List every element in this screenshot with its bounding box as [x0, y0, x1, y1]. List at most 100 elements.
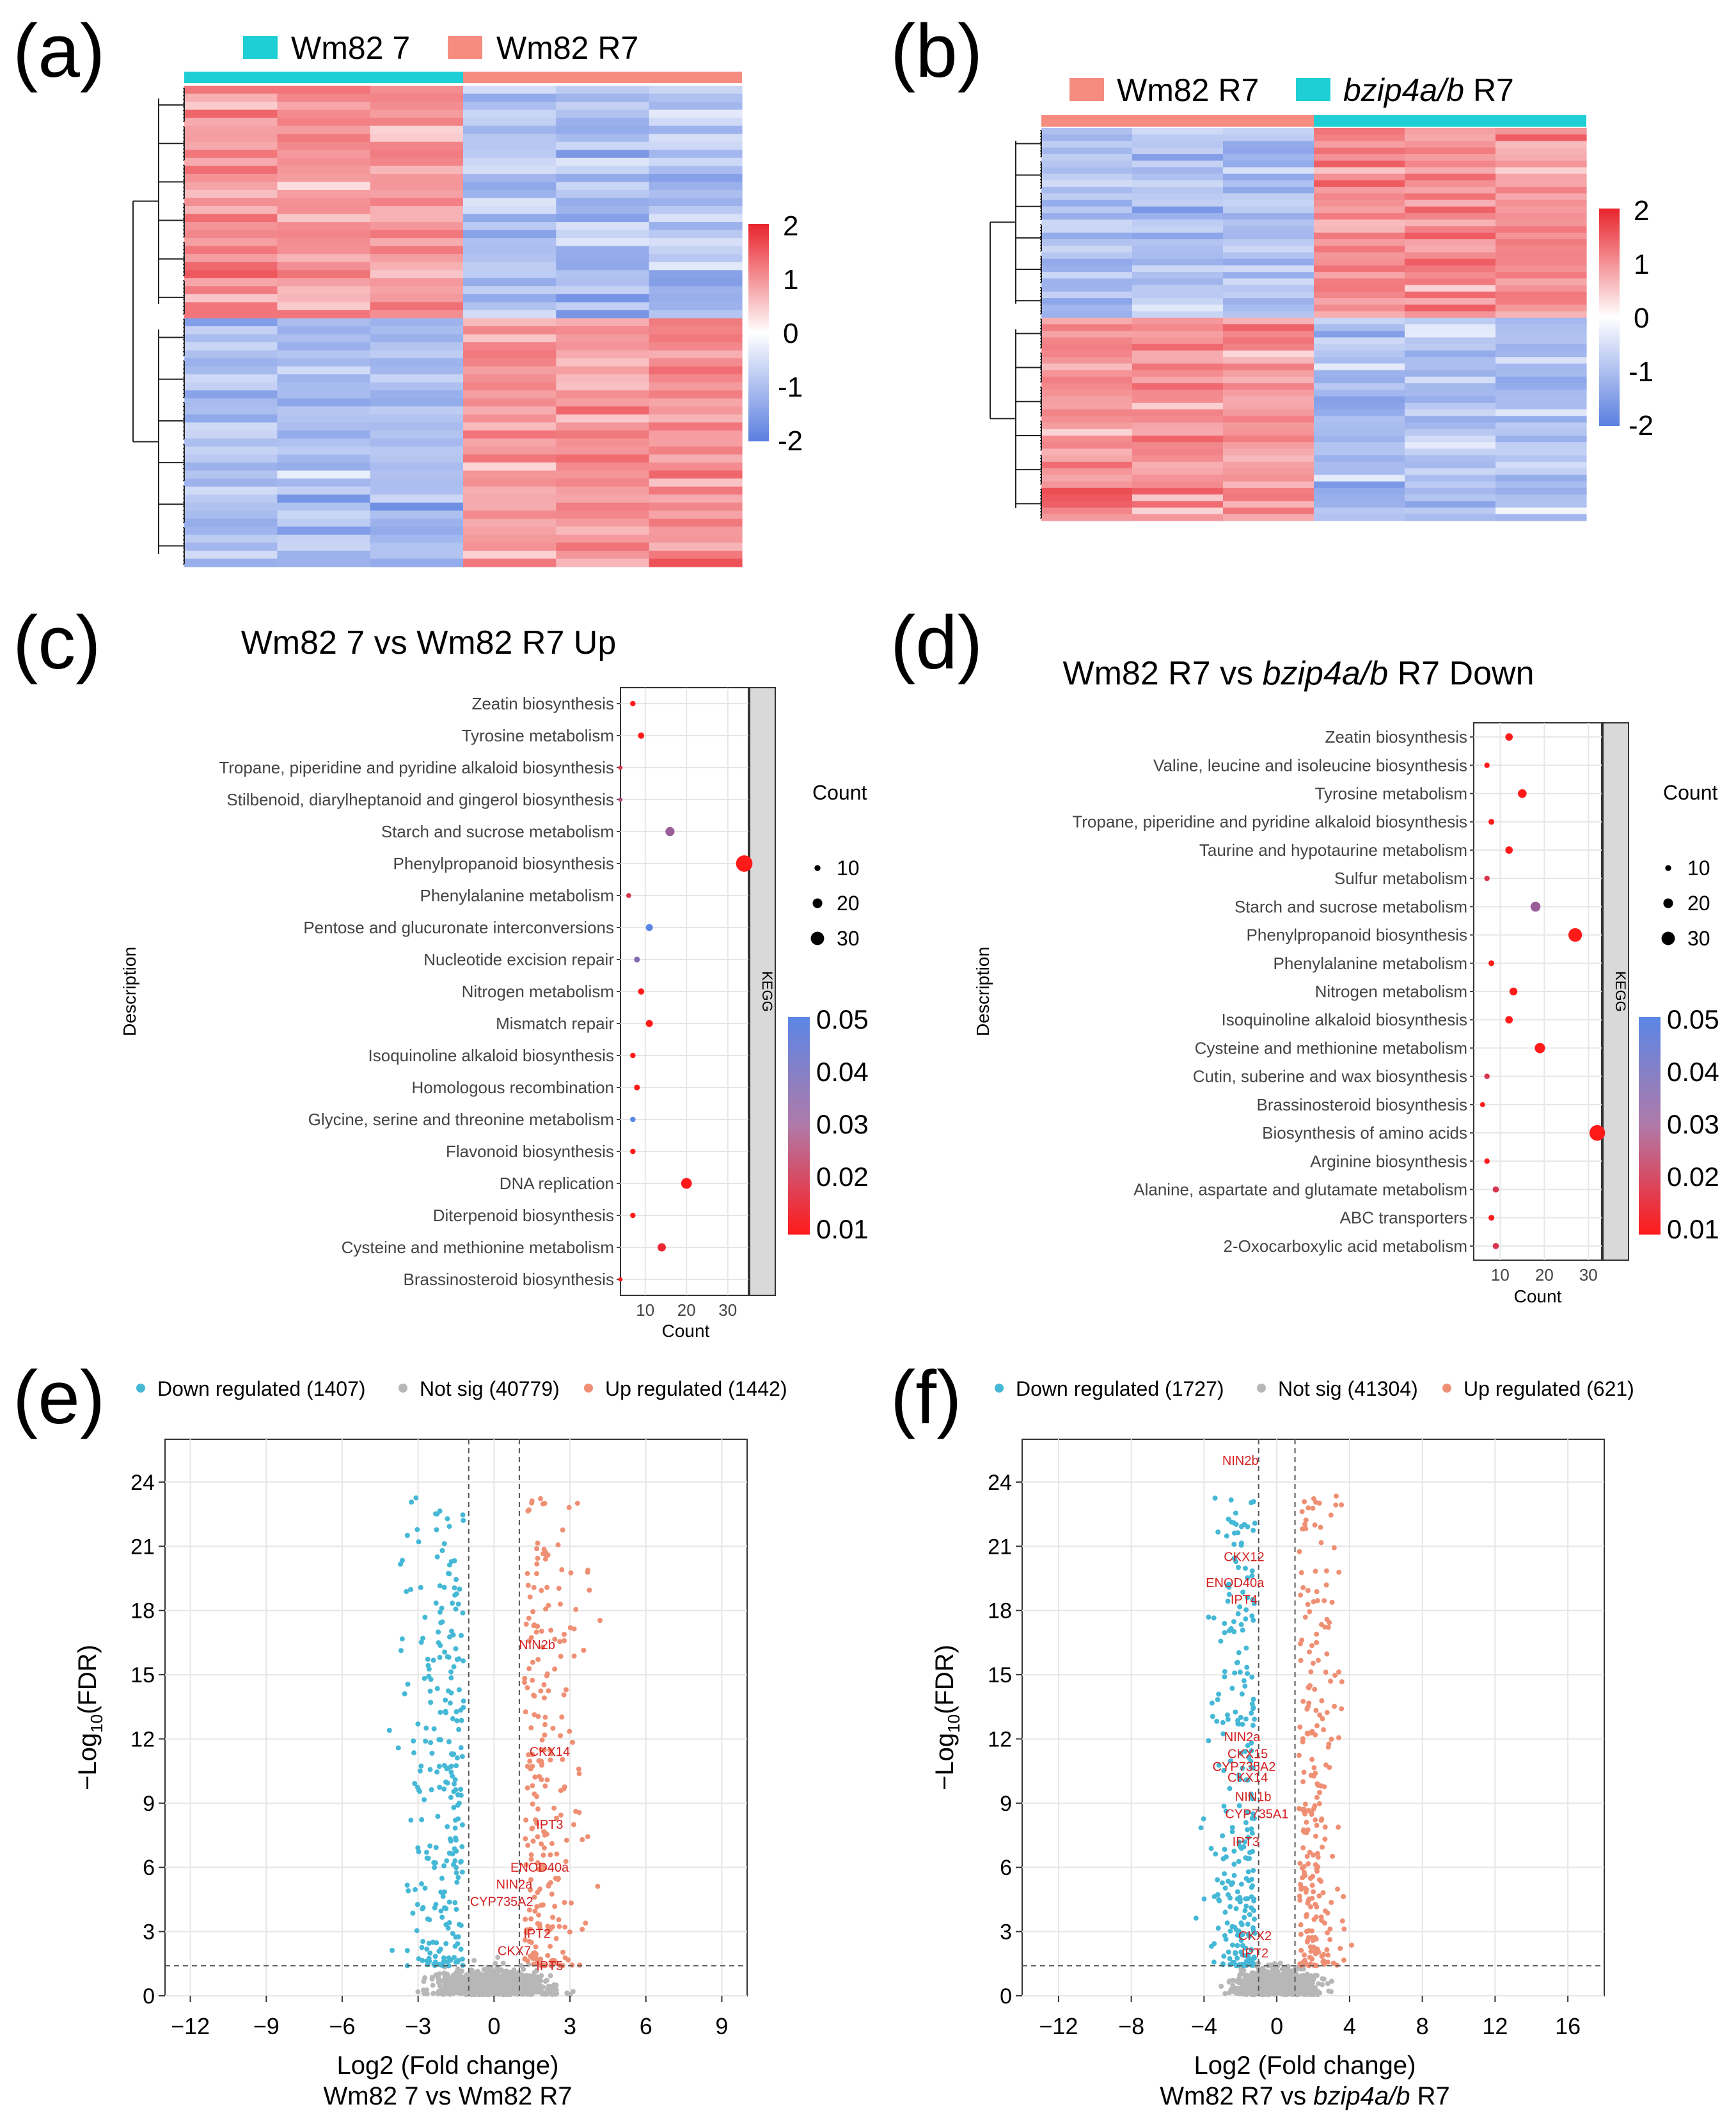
volcano-point-down	[445, 1688, 451, 1694]
volcano-point-down	[411, 1738, 416, 1744]
heatmap-cell	[1314, 494, 1405, 502]
volcano-point-up	[532, 1894, 537, 1900]
heatmap-cell	[1132, 481, 1224, 489]
volcano-point-up	[1325, 1930, 1330, 1936]
volcano-point-down	[438, 1620, 444, 1625]
panel-e-volcano: Down regulated (1407) Not sig (40779) Up r…	[74, 1377, 787, 2110]
volcano-point-up	[528, 1877, 534, 1883]
volcano-legend-dot	[1442, 1384, 1451, 1393]
volcano-point-down	[399, 1636, 405, 1642]
volcano-point-up	[1313, 1817, 1318, 1823]
heatmap-cell	[1495, 246, 1587, 253]
heatmap-cell	[370, 157, 464, 166]
volcano-point-down	[438, 1908, 444, 1914]
heatmap-cell	[463, 518, 556, 527]
heatmap-cell	[649, 486, 743, 495]
heatmap-cell	[1495, 187, 1587, 194]
volcano-point-up	[571, 1653, 577, 1659]
heatmap-cell	[1495, 226, 1587, 233]
volcano-e-thresholds	[165, 1439, 747, 1996]
heatmap-cell	[1495, 514, 1587, 521]
dotplot-term-label: Nitrogen metabolism	[1315, 982, 1467, 1001]
heatmap-cell	[649, 246, 743, 255]
dotplot-dot	[626, 893, 631, 898]
dotplot-c-title: Wm82 7 vs Wm82 R7 Up	[241, 624, 617, 661]
volcano-point-up	[1336, 1569, 1342, 1575]
volcano-point-notsig	[451, 1991, 457, 1996]
heatmap-cell	[184, 502, 278, 511]
heatmap-cell	[1223, 390, 1314, 397]
heatmap-cell	[1132, 376, 1224, 384]
heatmap-b-group-bar-1	[1041, 115, 1314, 127]
panel-letter-f: (f)	[890, 1355, 961, 1440]
heatmap-cell	[1223, 291, 1314, 299]
heatmap-cell	[1405, 173, 1496, 181]
volcano-point-up	[585, 1834, 590, 1840]
volcano-point-up	[1298, 1592, 1304, 1598]
heatmap-cell	[1223, 324, 1314, 331]
volcano-point-notsig	[422, 1975, 428, 1980]
volcano-point-up	[558, 1733, 564, 1739]
heatmap-cell	[649, 478, 743, 487]
heatmap-cell	[649, 318, 743, 327]
volcano-point-up	[533, 1629, 539, 1635]
volcano-point-notsig	[436, 1988, 442, 1994]
heatmap-cell	[370, 398, 464, 407]
volcano-point-down	[1248, 1791, 1254, 1797]
volcano-point-down	[406, 1888, 411, 1893]
volcano-point-up	[1301, 1952, 1307, 1958]
heatmap-cell	[277, 189, 371, 199]
volcano-point-up	[1306, 1861, 1311, 1867]
volcano-point-notsig	[1242, 1972, 1247, 1978]
heatmap-cell	[1223, 304, 1314, 312]
volcano-point-down	[441, 1955, 446, 1961]
volcano-point-notsig	[494, 1984, 500, 1990]
volcano-point-notsig	[1302, 1974, 1307, 1980]
heatmap-cell	[184, 534, 278, 543]
heatmap-cell	[277, 222, 371, 231]
volcano-point-notsig	[1315, 1992, 1321, 1998]
heatmap-cell	[184, 390, 278, 399]
volcano-y-tick-label: 24	[130, 1471, 155, 1495]
heatmap-cell	[370, 173, 464, 182]
volcano-point-down	[441, 1541, 447, 1547]
heatmap-cell	[277, 358, 371, 367]
volcano-point-down	[427, 1950, 433, 1956]
volcano-point-down	[1222, 1932, 1227, 1938]
volcano-point-down	[451, 1664, 457, 1670]
volcano-point-up	[1300, 1739, 1306, 1745]
heatmap-cell	[463, 558, 556, 567]
volcano-point-up	[559, 1714, 565, 1720]
heatmap-cell	[1132, 390, 1224, 397]
heatmap-cell	[1223, 154, 1314, 161]
heatmap-cell	[1314, 193, 1405, 201]
volcano-point-down	[1208, 1845, 1214, 1851]
volcano-point-down	[1247, 1912, 1252, 1918]
volcano-point-up	[1309, 1928, 1315, 1934]
volcano-point-up	[1325, 1952, 1331, 1958]
volcano-point-up	[1318, 1540, 1324, 1545]
volcano-point-down	[1212, 1495, 1218, 1501]
volcano-point-notsig	[523, 1976, 529, 1982]
volcano-point-up	[534, 1546, 540, 1552]
volcano-point-notsig	[1278, 1986, 1284, 1992]
heatmap-cell	[1405, 416, 1496, 423]
dotplot-term-label: Cysteine and methionine metabolism	[1195, 1038, 1467, 1057]
heatmap-cell	[1495, 167, 1587, 175]
volcano-point-notsig	[500, 1961, 506, 1966]
heatmap-cell	[1495, 422, 1587, 430]
heatmap-cell	[649, 446, 743, 455]
volcano-point-up	[1313, 1833, 1318, 1839]
volcano-point-notsig	[521, 1966, 526, 1972]
heatmap-cell	[1314, 422, 1405, 430]
volcano-point-up	[539, 1737, 545, 1743]
heatmap-cell	[370, 454, 464, 463]
volcano-point-down	[1236, 1933, 1242, 1939]
heatmap-cell	[463, 302, 556, 311]
heatmap-b-group-bar-2	[1314, 115, 1586, 127]
volcano-point-down	[459, 1754, 465, 1760]
volcano-point-up	[533, 1944, 539, 1950]
volcano-point-down	[1236, 1721, 1242, 1727]
volcano-point-up	[544, 1673, 549, 1679]
heatmap-cell	[463, 286, 556, 295]
